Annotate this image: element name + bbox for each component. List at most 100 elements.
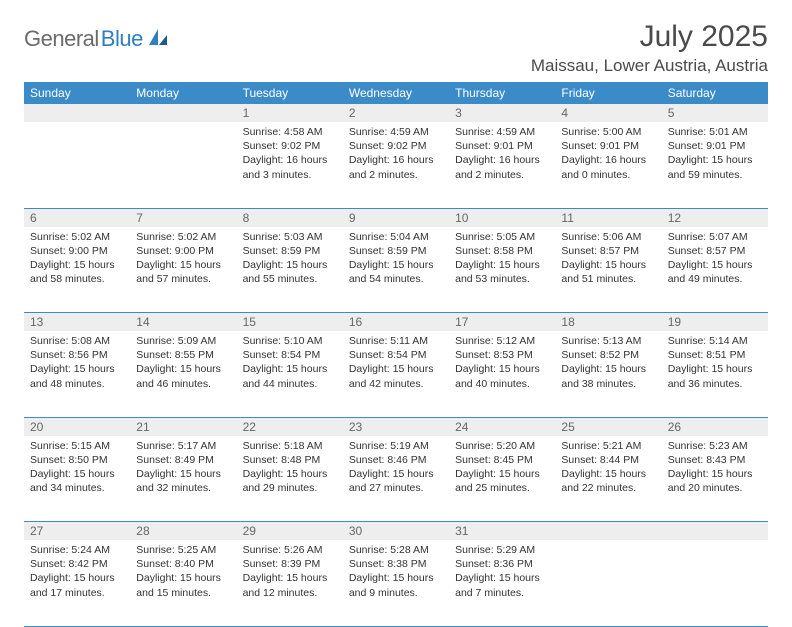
day-number-cell: 25 <box>555 417 661 436</box>
day-content: Sunrise: 5:06 AMSunset: 8:57 PMDaylight:… <box>555 227 661 293</box>
weekday-header: Sunday <box>24 82 130 104</box>
day-content: Sunrise: 5:23 AMSunset: 8:43 PMDaylight:… <box>662 436 768 502</box>
day-content: Sunrise: 5:18 AMSunset: 8:48 PMDaylight:… <box>237 436 343 502</box>
day-content: Sunrise: 4:59 AMSunset: 9:02 PMDaylight:… <box>343 122 449 188</box>
day-cell <box>130 122 236 208</box>
day-content: Sunrise: 5:05 AMSunset: 8:58 PMDaylight:… <box>449 227 555 293</box>
day-number-cell: 7 <box>130 208 236 227</box>
day-content: Sunrise: 5:12 AMSunset: 8:53 PMDaylight:… <box>449 331 555 397</box>
day-number-cell: 10 <box>449 208 555 227</box>
day-content: Sunrise: 5:19 AMSunset: 8:46 PMDaylight:… <box>343 436 449 502</box>
day-cell: Sunrise: 5:25 AMSunset: 8:40 PMDaylight:… <box>130 540 236 626</box>
weekday-header: Monday <box>130 82 236 104</box>
day-cell: Sunrise: 4:59 AMSunset: 9:01 PMDaylight:… <box>449 122 555 208</box>
month-title: July 2025 <box>531 20 768 54</box>
weekday-header: Thursday <box>449 82 555 104</box>
day-number-cell: 31 <box>449 522 555 541</box>
day-number-cell: 3 <box>449 104 555 122</box>
day-cell: Sunrise: 5:00 AMSunset: 9:01 PMDaylight:… <box>555 122 661 208</box>
day-cell: Sunrise: 5:24 AMSunset: 8:42 PMDaylight:… <box>24 540 130 626</box>
day-number-cell: 18 <box>555 313 661 332</box>
day-content: Sunrise: 4:58 AMSunset: 9:02 PMDaylight:… <box>237 122 343 188</box>
day-cell: Sunrise: 5:13 AMSunset: 8:52 PMDaylight:… <box>555 331 661 417</box>
day-content-row: Sunrise: 5:02 AMSunset: 9:00 PMDaylight:… <box>24 227 768 313</box>
day-cell: Sunrise: 5:07 AMSunset: 8:57 PMDaylight:… <box>662 227 768 313</box>
weekday-header: Friday <box>555 82 661 104</box>
day-content-row: Sunrise: 4:58 AMSunset: 9:02 PMDaylight:… <box>24 122 768 208</box>
day-content: Sunrise: 4:59 AMSunset: 9:01 PMDaylight:… <box>449 122 555 188</box>
day-number-cell: 30 <box>343 522 449 541</box>
logo-text-general: General <box>24 26 99 52</box>
day-cell: Sunrise: 5:26 AMSunset: 8:39 PMDaylight:… <box>237 540 343 626</box>
day-cell <box>24 122 130 208</box>
day-number-cell: 2 <box>343 104 449 122</box>
day-content: Sunrise: 5:07 AMSunset: 8:57 PMDaylight:… <box>662 227 768 293</box>
day-cell <box>662 540 768 626</box>
day-number-cell: 16 <box>343 313 449 332</box>
day-number-cell: 20 <box>24 417 130 436</box>
day-content-row: Sunrise: 5:15 AMSunset: 8:50 PMDaylight:… <box>24 436 768 522</box>
day-content: Sunrise: 5:20 AMSunset: 8:45 PMDaylight:… <box>449 436 555 502</box>
day-cell: Sunrise: 5:19 AMSunset: 8:46 PMDaylight:… <box>343 436 449 522</box>
day-cell: Sunrise: 5:02 AMSunset: 9:00 PMDaylight:… <box>24 227 130 313</box>
day-content: Sunrise: 5:00 AMSunset: 9:01 PMDaylight:… <box>555 122 661 188</box>
day-content: Sunrise: 5:13 AMSunset: 8:52 PMDaylight:… <box>555 331 661 397</box>
day-content-row: Sunrise: 5:24 AMSunset: 8:42 PMDaylight:… <box>24 540 768 626</box>
day-cell: Sunrise: 5:05 AMSunset: 8:58 PMDaylight:… <box>449 227 555 313</box>
header: GeneralBlue July 2025 Maissau, Lower Aus… <box>24 20 768 76</box>
day-number-cell: 29 <box>237 522 343 541</box>
day-cell: Sunrise: 5:21 AMSunset: 8:44 PMDaylight:… <box>555 436 661 522</box>
day-cell: Sunrise: 5:17 AMSunset: 8:49 PMDaylight:… <box>130 436 236 522</box>
day-content: Sunrise: 5:14 AMSunset: 8:51 PMDaylight:… <box>662 331 768 397</box>
day-content: Sunrise: 5:24 AMSunset: 8:42 PMDaylight:… <box>24 540 130 606</box>
day-number-cell: 15 <box>237 313 343 332</box>
day-number-row: 6789101112 <box>24 208 768 227</box>
day-content: Sunrise: 5:03 AMSunset: 8:59 PMDaylight:… <box>237 227 343 293</box>
day-content: Sunrise: 5:02 AMSunset: 9:00 PMDaylight:… <box>130 227 236 293</box>
day-content: Sunrise: 5:11 AMSunset: 8:54 PMDaylight:… <box>343 331 449 397</box>
day-content: Sunrise: 5:26 AMSunset: 8:39 PMDaylight:… <box>237 540 343 606</box>
location: Maissau, Lower Austria, Austria <box>531 56 768 76</box>
weekday-header: Wednesday <box>343 82 449 104</box>
day-number-cell: 14 <box>130 313 236 332</box>
day-content: Sunrise: 5:25 AMSunset: 8:40 PMDaylight:… <box>130 540 236 606</box>
day-content: Sunrise: 5:09 AMSunset: 8:55 PMDaylight:… <box>130 331 236 397</box>
day-number-cell: 17 <box>449 313 555 332</box>
day-number-cell <box>555 522 661 541</box>
logo-sail-icon <box>147 27 169 52</box>
day-number-cell: 6 <box>24 208 130 227</box>
day-number-cell: 5 <box>662 104 768 122</box>
day-number-cell: 21 <box>130 417 236 436</box>
day-number-row: 13141516171819 <box>24 313 768 332</box>
day-number-cell: 1 <box>237 104 343 122</box>
day-cell: Sunrise: 5:28 AMSunset: 8:38 PMDaylight:… <box>343 540 449 626</box>
day-number-cell <box>24 104 130 122</box>
weekday-header: Saturday <box>662 82 768 104</box>
day-cell: Sunrise: 5:18 AMSunset: 8:48 PMDaylight:… <box>237 436 343 522</box>
day-cell: Sunrise: 5:15 AMSunset: 8:50 PMDaylight:… <box>24 436 130 522</box>
day-number-cell: 13 <box>24 313 130 332</box>
day-cell: Sunrise: 5:12 AMSunset: 8:53 PMDaylight:… <box>449 331 555 417</box>
day-number-cell: 27 <box>24 522 130 541</box>
day-number-row: 20212223242526 <box>24 417 768 436</box>
day-number-cell: 23 <box>343 417 449 436</box>
day-cell: Sunrise: 5:29 AMSunset: 8:36 PMDaylight:… <box>449 540 555 626</box>
day-cell: Sunrise: 5:10 AMSunset: 8:54 PMDaylight:… <box>237 331 343 417</box>
logo: GeneralBlue <box>24 20 169 52</box>
day-cell: Sunrise: 5:23 AMSunset: 8:43 PMDaylight:… <box>662 436 768 522</box>
day-cell: Sunrise: 5:04 AMSunset: 8:59 PMDaylight:… <box>343 227 449 313</box>
day-cell <box>555 540 661 626</box>
day-cell: Sunrise: 5:01 AMSunset: 9:01 PMDaylight:… <box>662 122 768 208</box>
day-number-cell: 4 <box>555 104 661 122</box>
day-content: Sunrise: 5:28 AMSunset: 8:38 PMDaylight:… <box>343 540 449 606</box>
day-content: Sunrise: 5:21 AMSunset: 8:44 PMDaylight:… <box>555 436 661 502</box>
day-cell: Sunrise: 5:08 AMSunset: 8:56 PMDaylight:… <box>24 331 130 417</box>
day-content: Sunrise: 5:15 AMSunset: 8:50 PMDaylight:… <box>24 436 130 502</box>
day-number-row: 2728293031 <box>24 522 768 541</box>
day-number-cell: 8 <box>237 208 343 227</box>
day-number-cell: 28 <box>130 522 236 541</box>
day-cell: Sunrise: 5:02 AMSunset: 9:00 PMDaylight:… <box>130 227 236 313</box>
day-content: Sunrise: 5:02 AMSunset: 9:00 PMDaylight:… <box>24 227 130 293</box>
weekday-header-row: SundayMondayTuesdayWednesdayThursdayFrid… <box>24 82 768 104</box>
day-number-cell: 12 <box>662 208 768 227</box>
